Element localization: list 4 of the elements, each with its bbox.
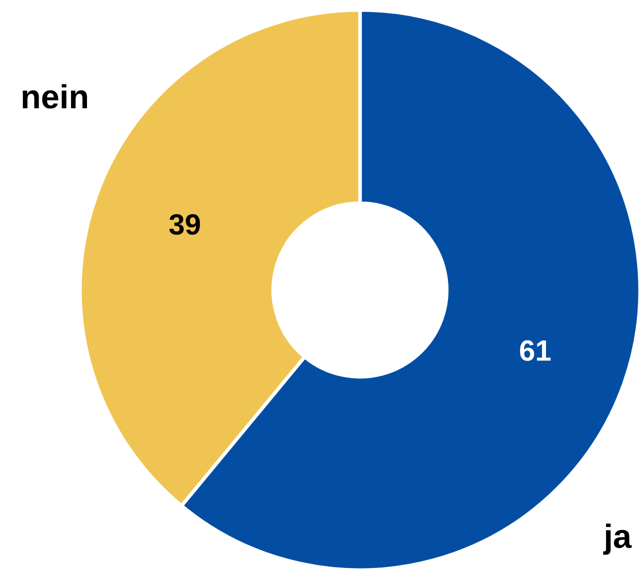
- slice-label: ja: [603, 524, 632, 555]
- data-label: 61: [520, 340, 551, 361]
- data-label: 39: [169, 214, 200, 235]
- slice-label: nein: [22, 84, 87, 109]
